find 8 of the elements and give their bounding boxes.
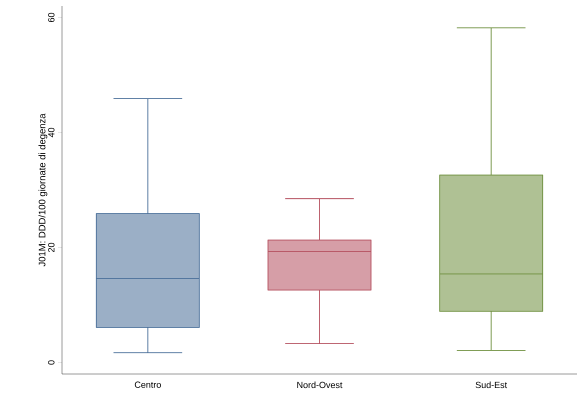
y-tick-label: 60 [48,12,54,22]
y-tick-label: 20 [48,242,54,252]
y-tick-label: 40 [48,128,54,138]
x-tick-label: Centro [134,382,161,388]
y-axis-title: J01M: DDD/100 giornate di degenza [38,113,48,266]
x-tick-label: Nord-Ovest [297,382,342,388]
y-tick-label: 0 [48,360,54,365]
x-tick-label: Sud-Est [476,382,508,388]
